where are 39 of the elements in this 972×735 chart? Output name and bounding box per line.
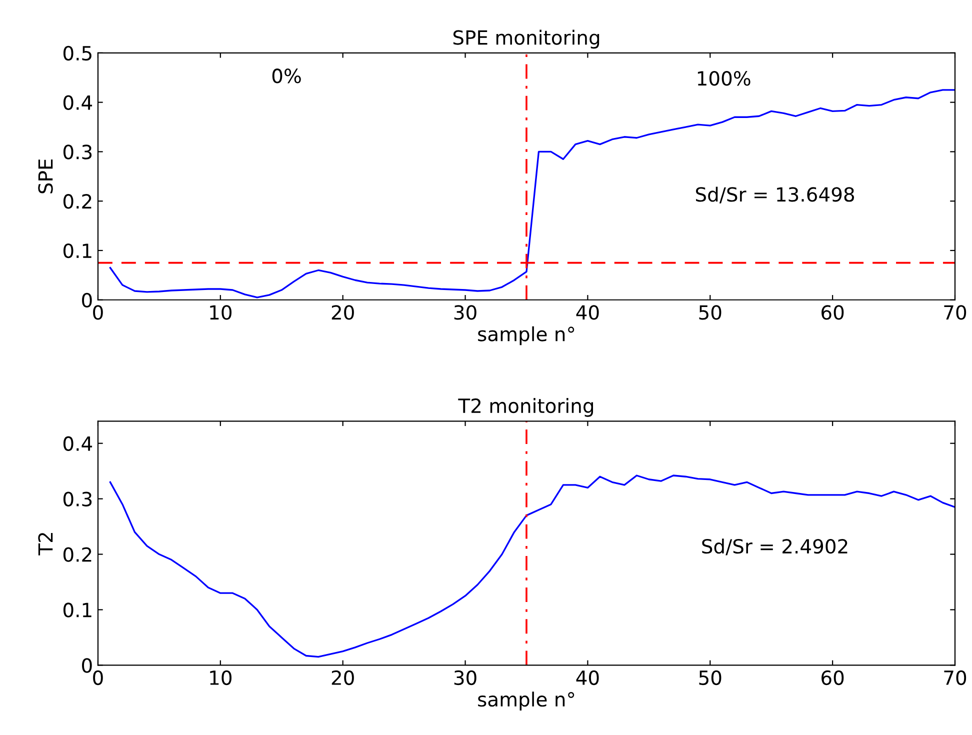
x-tick-label: 50	[699, 670, 722, 686]
x-tick-label: 30	[454, 305, 476, 320]
x-tick-label: 10	[210, 305, 232, 320]
y-tick-label: 0.1	[63, 602, 92, 618]
y-axis-title: SPE	[38, 159, 53, 194]
y-axis-title: T2	[38, 532, 53, 556]
y-tick-label: 0.3	[63, 492, 92, 506]
annotation: 100%	[698, 71, 750, 86]
x-tick-label: 70	[944, 305, 966, 320]
chart-title: T2 monitoring	[458, 398, 594, 417]
x-tick-label: 20	[332, 670, 354, 686]
x-axis-title: sample n°	[478, 326, 574, 346]
y-tick-label: 0.3	[63, 144, 92, 160]
chart-title: SPE monitoring	[453, 30, 600, 49]
annotation: Sd/Sr = 13.6498	[696, 186, 854, 204]
x-tick-label: 40	[576, 670, 599, 686]
x-tick-label: 0	[93, 305, 103, 320]
x-tick-label: 30	[454, 670, 476, 686]
y-tick-label: 0	[82, 292, 92, 308]
x-tick-label: 60	[822, 305, 844, 320]
y-tick-label: 0.1	[63, 243, 92, 258]
annotation: 0%	[272, 68, 301, 84]
y-tick-label: 0.5	[63, 46, 92, 61]
y-tick-label: 0.4	[63, 436, 92, 452]
line-series	[109, 89, 955, 298]
x-axis-title: sample n°	[478, 692, 574, 710]
x-tick-label: 0	[93, 670, 103, 686]
x-tick-label: 50	[699, 305, 722, 320]
x-tick-label: 60	[822, 670, 844, 686]
y-tick-label: 0.4	[63, 95, 92, 110]
x-tick-label: 40	[576, 305, 599, 320]
x-tick-label: 20	[332, 305, 354, 320]
y-tick-label: 0.2	[63, 194, 92, 209]
annotation: Sd/Sr = 2.4902	[702, 538, 848, 556]
x-tick-label: 10	[210, 670, 232, 686]
y-tick-label: 0	[82, 658, 92, 673]
y-tick-label: 0.2	[63, 547, 92, 562]
x-tick-label: 70	[944, 670, 966, 686]
line-series	[109, 474, 955, 658]
